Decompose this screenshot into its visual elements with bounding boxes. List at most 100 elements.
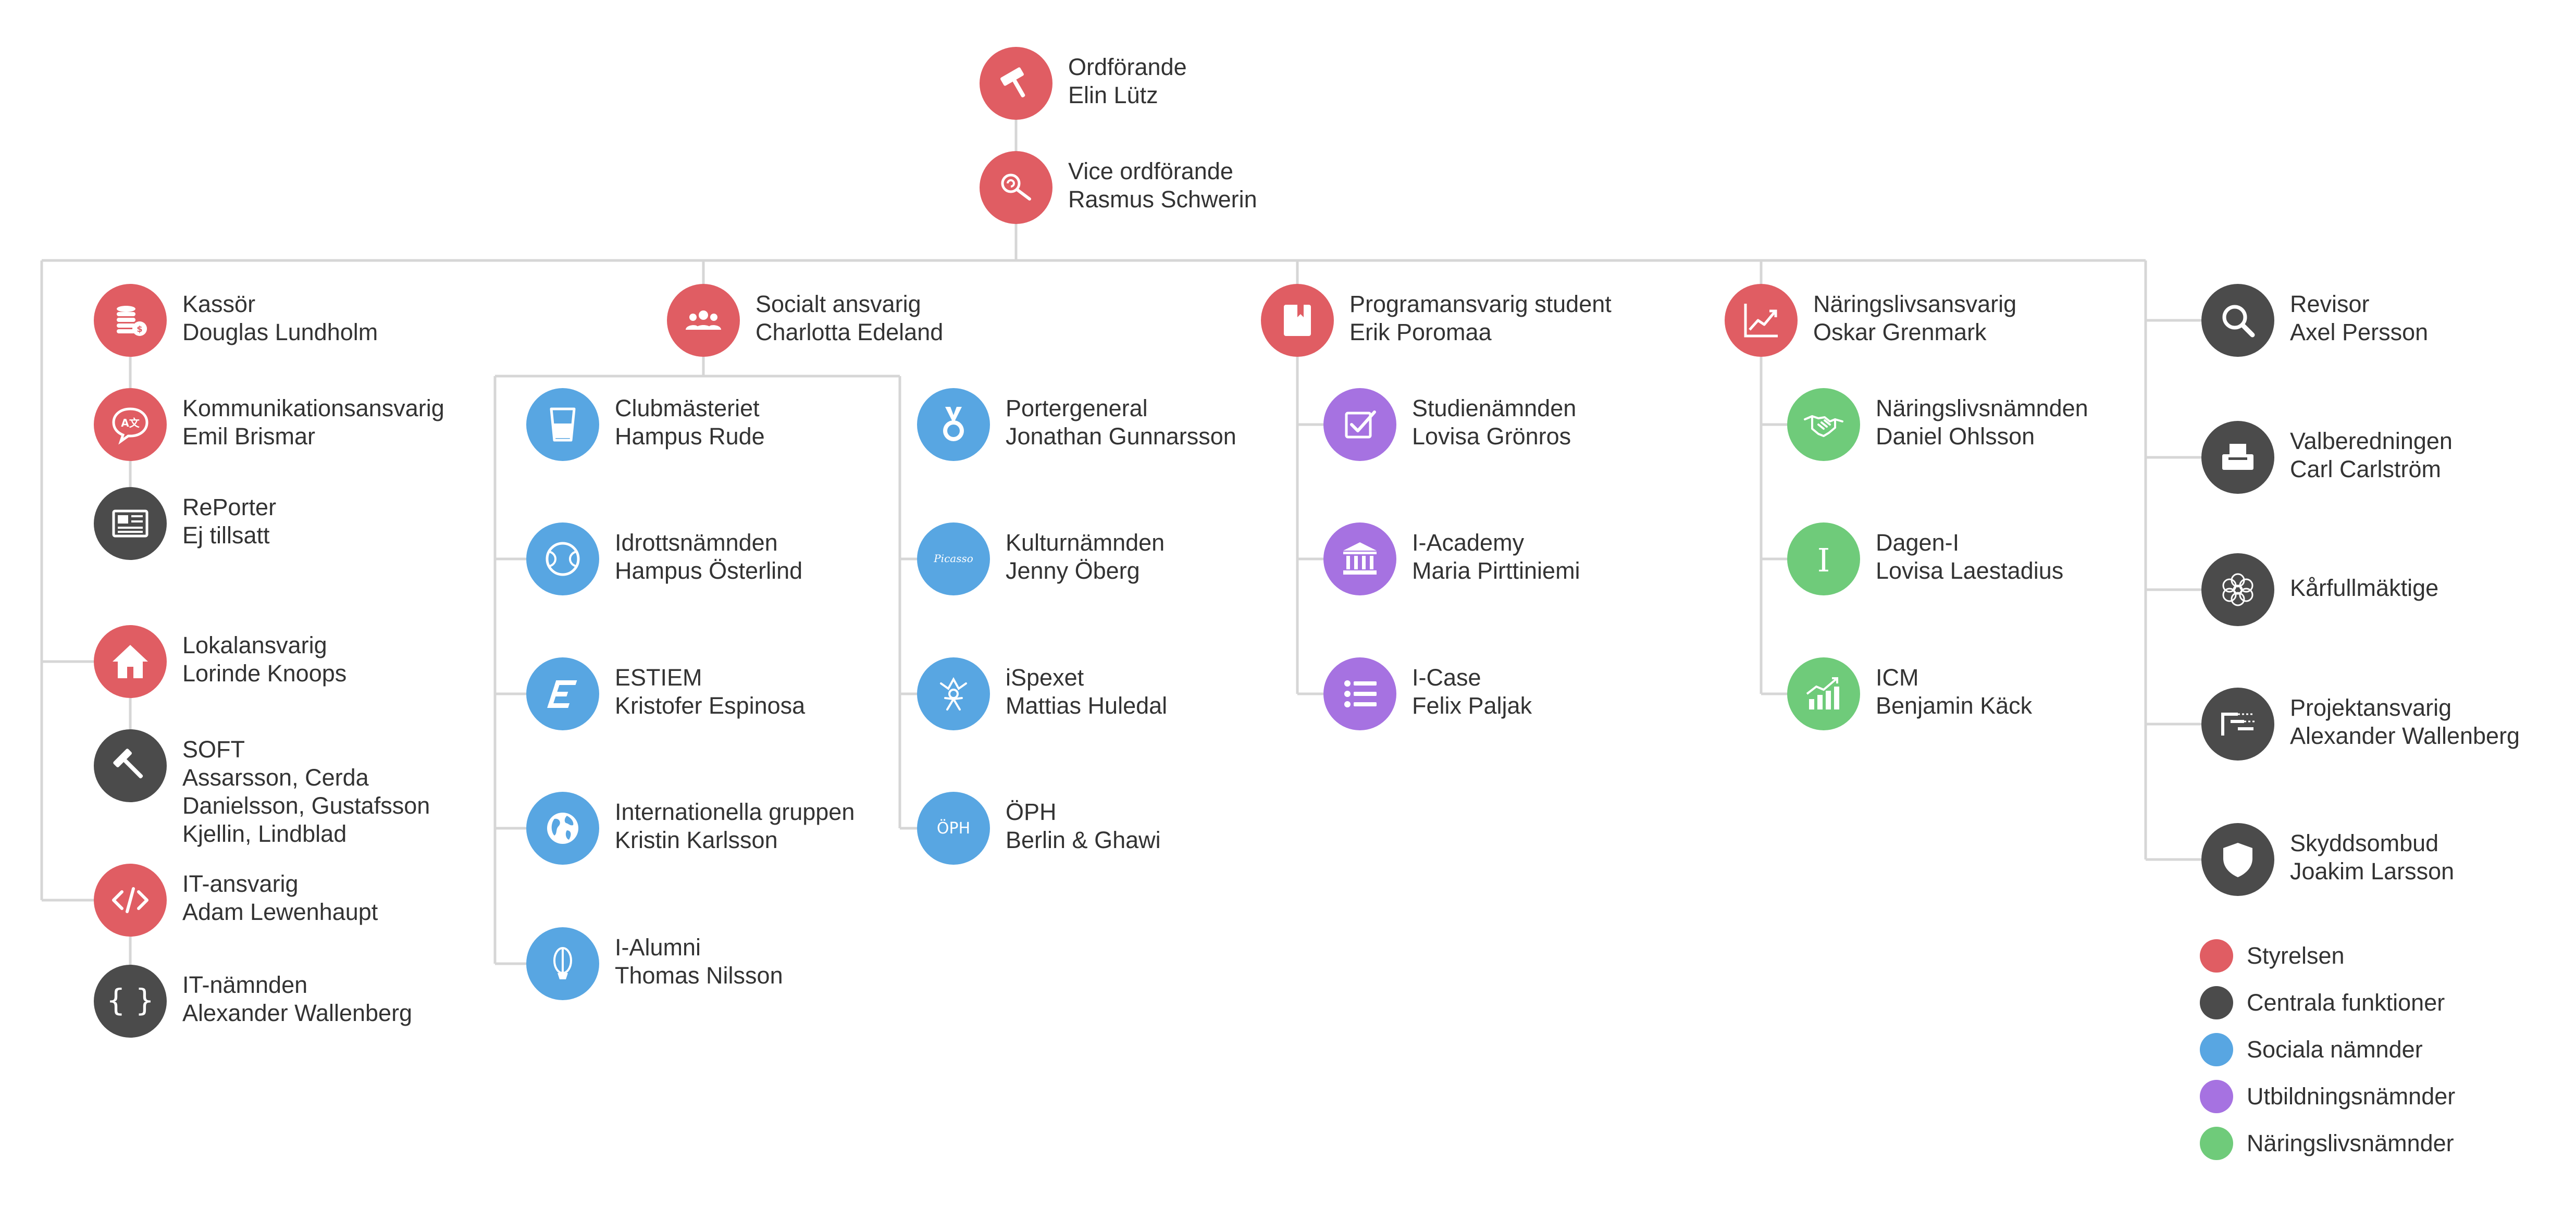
node-person: Charlotta Edeland [756, 319, 944, 345]
node-role: I-Academy [1412, 529, 1525, 556]
picasso-logo-icon: Picasso [917, 522, 990, 595]
tennis-ball-icon [526, 522, 599, 595]
node-person: Lovisa Laestadius [1876, 557, 2064, 584]
node-nlnamnden[interactable]: Näringslivsnämnden Daniel Ohlsson [1787, 388, 2088, 461]
node-program[interactable]: Programansvarig student Erik Poromaa [1261, 284, 1612, 357]
house-icon [94, 625, 167, 698]
node-person: Axel Persson [2290, 319, 2429, 345]
legend-item-centrala: Centrala funktioner [2200, 986, 2445, 1019]
growth-chart-icon [1787, 657, 1860, 730]
node-icase[interactable]: I-Case Felix Paljak [1323, 657, 1532, 730]
node-ialumni[interactable]: I-Alumni Thomas Nilsson [526, 927, 783, 1000]
list-icon [1323, 657, 1396, 730]
node-club[interactable]: Clubmästeriet Hampus Rude [526, 388, 765, 461]
node-lokal[interactable]: Lokalansvarig Lorinde Knoops [94, 625, 346, 698]
node-role: Programansvarig student [1349, 291, 1612, 317]
node-it[interactable]: IT-ansvarig Adam Lewenhaupt [94, 864, 378, 937]
node-role: IT-nämnden [182, 972, 308, 998]
flower-icon [2201, 553, 2274, 626]
chart-icon [1725, 284, 1798, 357]
node-person: Erik Poromaa [1349, 319, 1492, 345]
book-icon [1261, 284, 1334, 357]
dagen-i-logo-icon: I [1787, 522, 1860, 595]
node-role: Kassör [182, 291, 256, 317]
legend-item-sociala: Sociala nämnder [2200, 1033, 2423, 1066]
node-person: Jonathan Gunnarsson [1006, 423, 1236, 450]
node-role: Projektansvarig [2290, 694, 2452, 721]
node-person: Alexander Wallenberg [182, 1000, 413, 1026]
node-role: Revisor [2290, 291, 2370, 317]
svg-text:A文: A文 [121, 417, 140, 429]
node-role: Skyddsombud [2290, 830, 2439, 856]
node-kassor[interactable]: $ Kassör Douglas Lundholm [94, 284, 378, 357]
node-porter[interactable]: Portergeneral Jonathan Gunnarsson [917, 388, 1236, 461]
code-icon [94, 864, 167, 937]
node-role: Portergeneral [1006, 395, 1148, 421]
gavel-icon [980, 47, 1052, 120]
legend-swatch [2200, 1080, 2233, 1113]
legend-label: Centrala funktioner [2247, 989, 2445, 1016]
node-naringsliv[interactable]: Näringslivsansvarig Oskar Grenmark [1725, 284, 2016, 357]
node-internationella[interactable]: Internationella gruppen Kristin Karlsson [526, 792, 854, 865]
node-ispexet[interactable]: iSpexet Mattias Huledal [917, 657, 1167, 730]
node-person: Berlin & Ghawi [1006, 827, 1161, 853]
magnifier-icon [2201, 284, 2274, 357]
node-projekt[interactable]: Projektansvarig Alexander Wallenberg [2201, 688, 2520, 761]
legend-swatch [2200, 939, 2233, 973]
jester-icon [917, 657, 990, 730]
node-skydd[interactable]: Skyddsombud Joakim Larsson [2201, 823, 2454, 896]
node-person: Hampus Rude [615, 423, 765, 450]
legend-swatch [2200, 1127, 2233, 1160]
node-karfull[interactable]: Kårfullmäktige [2201, 553, 2438, 626]
node-role: Näringslivsansvarig [1813, 291, 2017, 317]
node-role: ESTIEM [615, 664, 702, 691]
node-role: Valberedningen [2290, 428, 2453, 454]
node-vice[interactable]: Vice ordförande Rasmus Schwerin [980, 151, 1257, 224]
shield-icon [2201, 823, 2274, 896]
legend-item-utbildning: Utbildningsnämnder [2200, 1080, 2455, 1113]
node-reporter[interactable]: RePorter Ej tillsatt [94, 487, 276, 560]
legend-label: Styrelsen [2247, 942, 2345, 969]
node-valberedning[interactable]: Valberedningen Carl Carlström [2201, 421, 2453, 494]
node-oph[interactable]: ÖPH ÖPH Berlin & Ghawi [917, 792, 1161, 865]
people-icon [667, 284, 740, 357]
svg-text:$: $ [137, 324, 142, 334]
node-role: Kommunikationsansvarig [182, 395, 444, 421]
node-revisor[interactable]: Revisor Axel Persson [2201, 284, 2428, 357]
legend-label: Utbildningsnämnder [2247, 1083, 2456, 1110]
oph-logo-icon: ÖPH [917, 792, 990, 865]
node-role: RePorter [182, 494, 277, 520]
alumni-logo-icon [526, 927, 599, 1000]
node-person: Daniel Ohlsson [1876, 423, 2035, 450]
node-socialt[interactable]: Socialt ansvarig Charlotta Edeland [667, 284, 943, 357]
node-role: Clubmästeriet [615, 395, 760, 421]
node-person: Benjamin Käck [1876, 692, 2033, 719]
node-idrott[interactable]: Idrottsnämnden Hampus Österlind [526, 522, 802, 595]
node-icm[interactable]: ICM Benjamin Käck [1787, 657, 2032, 730]
node-role: Idrottsnämnden [615, 529, 778, 556]
node-person: Lorinde Knoops [182, 660, 347, 687]
node-person: Felix Paljak [1412, 692, 1532, 719]
node-ordforande[interactable]: Ordförande Elin Lütz [980, 47, 1187, 120]
node-person: Oskar Grenmark [1813, 319, 1987, 345]
node-kultur[interactable]: Picasso Kulturnämnden Jenny Öberg [917, 522, 1165, 595]
dagen-logo-text: I [1817, 541, 1830, 579]
coins-icon: $ [94, 284, 167, 357]
node-kommunikation[interactable]: A文 Kommunikationsansvarig Emil Brismar [94, 388, 444, 461]
node-role: Ordförande [1068, 54, 1187, 80]
node-estiem[interactable]: ESTIEM Kristofer Espinosa [526, 657, 805, 730]
glass-icon [526, 388, 599, 461]
node-role: Studienämnden [1412, 395, 1577, 421]
node-soft[interactable]: SOFT Assarsson, Cerda Danielsson, Gustaf… [94, 729, 430, 848]
node-dagen[interactable]: I Dagen-I Lovisa Laestadius [1787, 522, 2063, 595]
legend-item-naringsliv: Näringslivsnämnder [2200, 1127, 2454, 1160]
globe-icon [526, 792, 599, 865]
node-studie[interactable]: Studienämnden Lovisa Grönros [1323, 388, 1576, 461]
node-iacademy[interactable]: I-Academy Maria Pirttiniemi [1323, 522, 1580, 595]
node-person: Danielsson, Gustafsson [182, 792, 430, 819]
node-person: Adam Lewenhaupt [182, 899, 378, 925]
node-role: I-Alumni [615, 934, 701, 961]
legend-item-styrelsen: Styrelsen [2200, 939, 2345, 973]
